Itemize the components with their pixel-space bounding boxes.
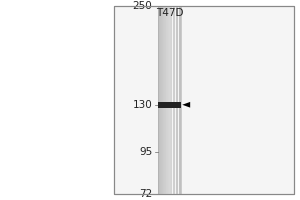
Bar (161, 6, 162, 194)
Text: 250: 250 (133, 1, 152, 11)
Bar (176, 6, 177, 194)
Bar (162, 6, 163, 194)
Bar (158, 6, 159, 194)
Bar (169, 6, 170, 194)
Text: T47D: T47D (156, 8, 183, 18)
Bar (177, 6, 178, 194)
Text: 95: 95 (139, 147, 152, 157)
Bar (158, 102, 181, 108)
Bar (173, 6, 174, 194)
Bar (180, 6, 181, 194)
Bar (164, 6, 165, 194)
Text: 130: 130 (133, 100, 152, 110)
Bar (174, 6, 175, 194)
Bar (178, 6, 179, 194)
Bar (166, 6, 167, 194)
Bar (172, 6, 173, 194)
Bar (159, 6, 160, 194)
Bar (160, 6, 161, 194)
Bar (114, 6, 294, 194)
Bar (179, 6, 180, 194)
Polygon shape (182, 102, 190, 108)
Bar (171, 6, 172, 194)
Bar (169, 6, 170, 194)
Bar (114, 6, 294, 194)
Bar (163, 6, 164, 194)
Bar (170, 6, 171, 194)
Text: 72: 72 (139, 189, 152, 199)
Bar (168, 6, 169, 194)
Bar (167, 6, 168, 194)
Bar (165, 6, 166, 194)
Bar (175, 6, 176, 194)
